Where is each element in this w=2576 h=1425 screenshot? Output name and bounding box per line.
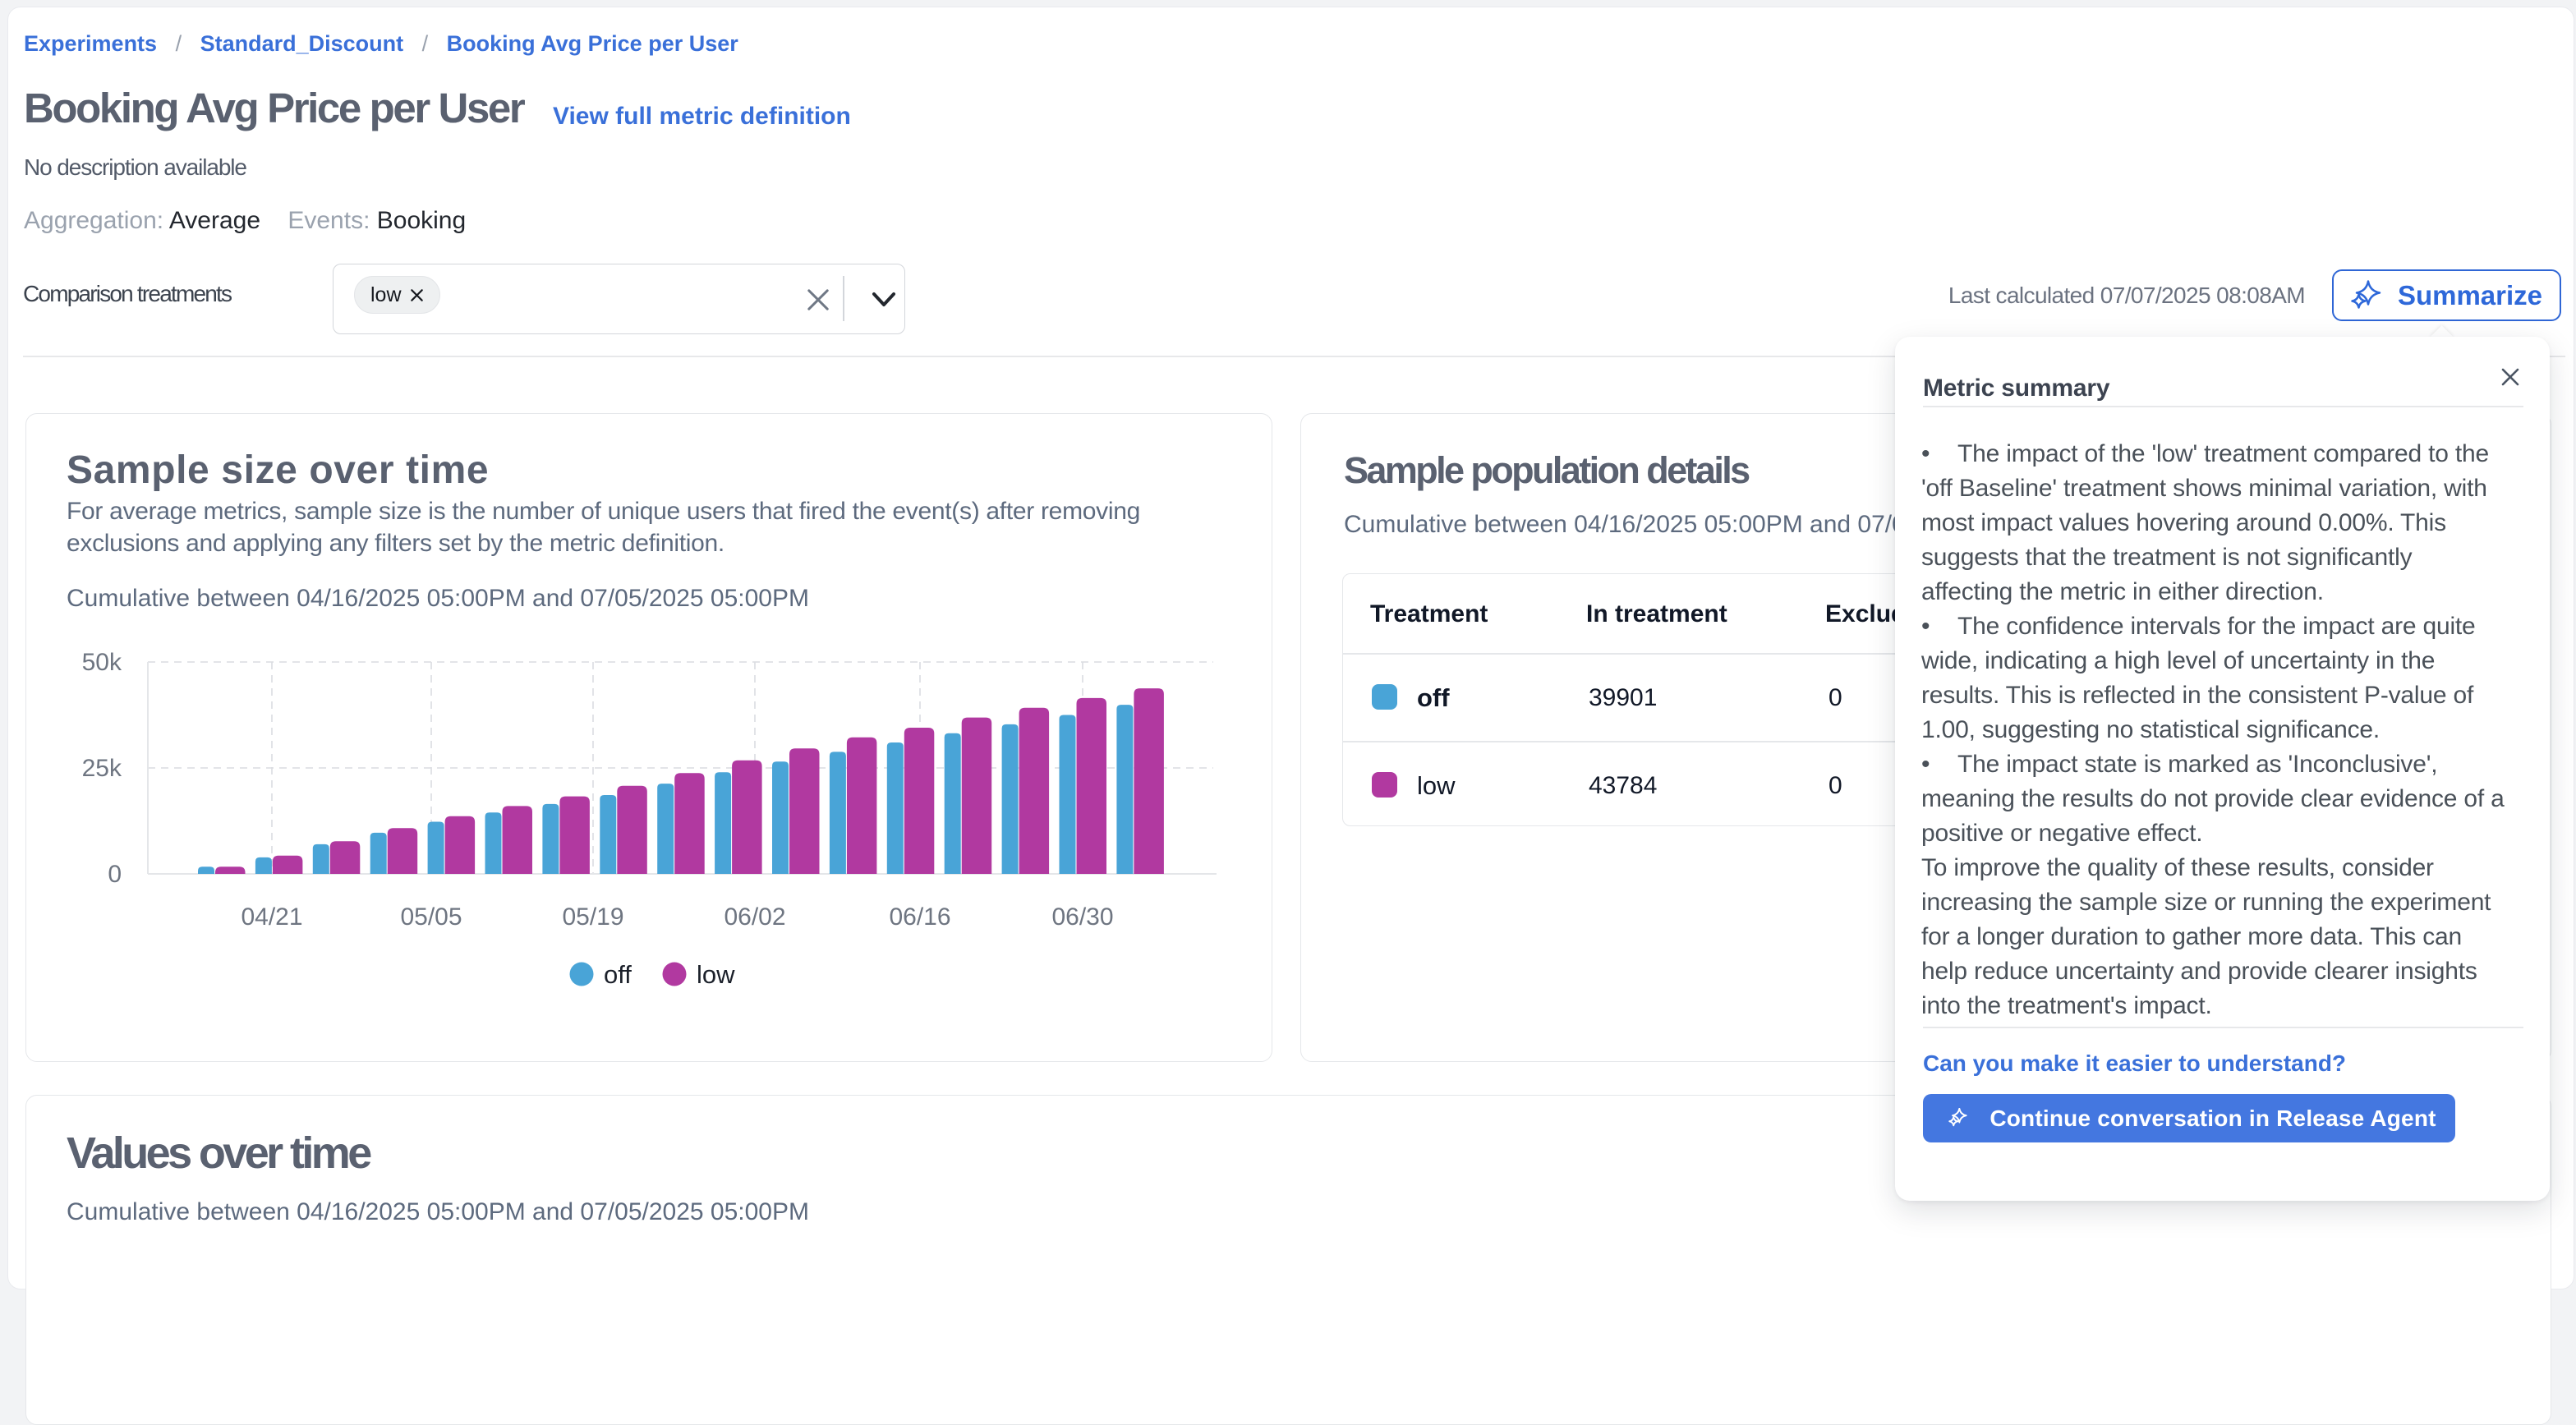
svg-text:25k: 25k (82, 755, 122, 782)
svg-text:50k: 50k (82, 649, 122, 676)
svg-text:off: off (604, 960, 632, 989)
svg-text:04/21: 04/21 (241, 903, 302, 931)
svg-text:low: low (697, 960, 735, 989)
svg-text:06/02: 06/02 (724, 903, 785, 931)
svg-text:05/19: 05/19 (562, 903, 623, 931)
svg-text:06/30: 06/30 (1051, 903, 1113, 931)
svg-text:05/05: 05/05 (400, 903, 462, 931)
svg-text:0: 0 (108, 861, 122, 888)
svg-text:06/16: 06/16 (889, 903, 950, 931)
